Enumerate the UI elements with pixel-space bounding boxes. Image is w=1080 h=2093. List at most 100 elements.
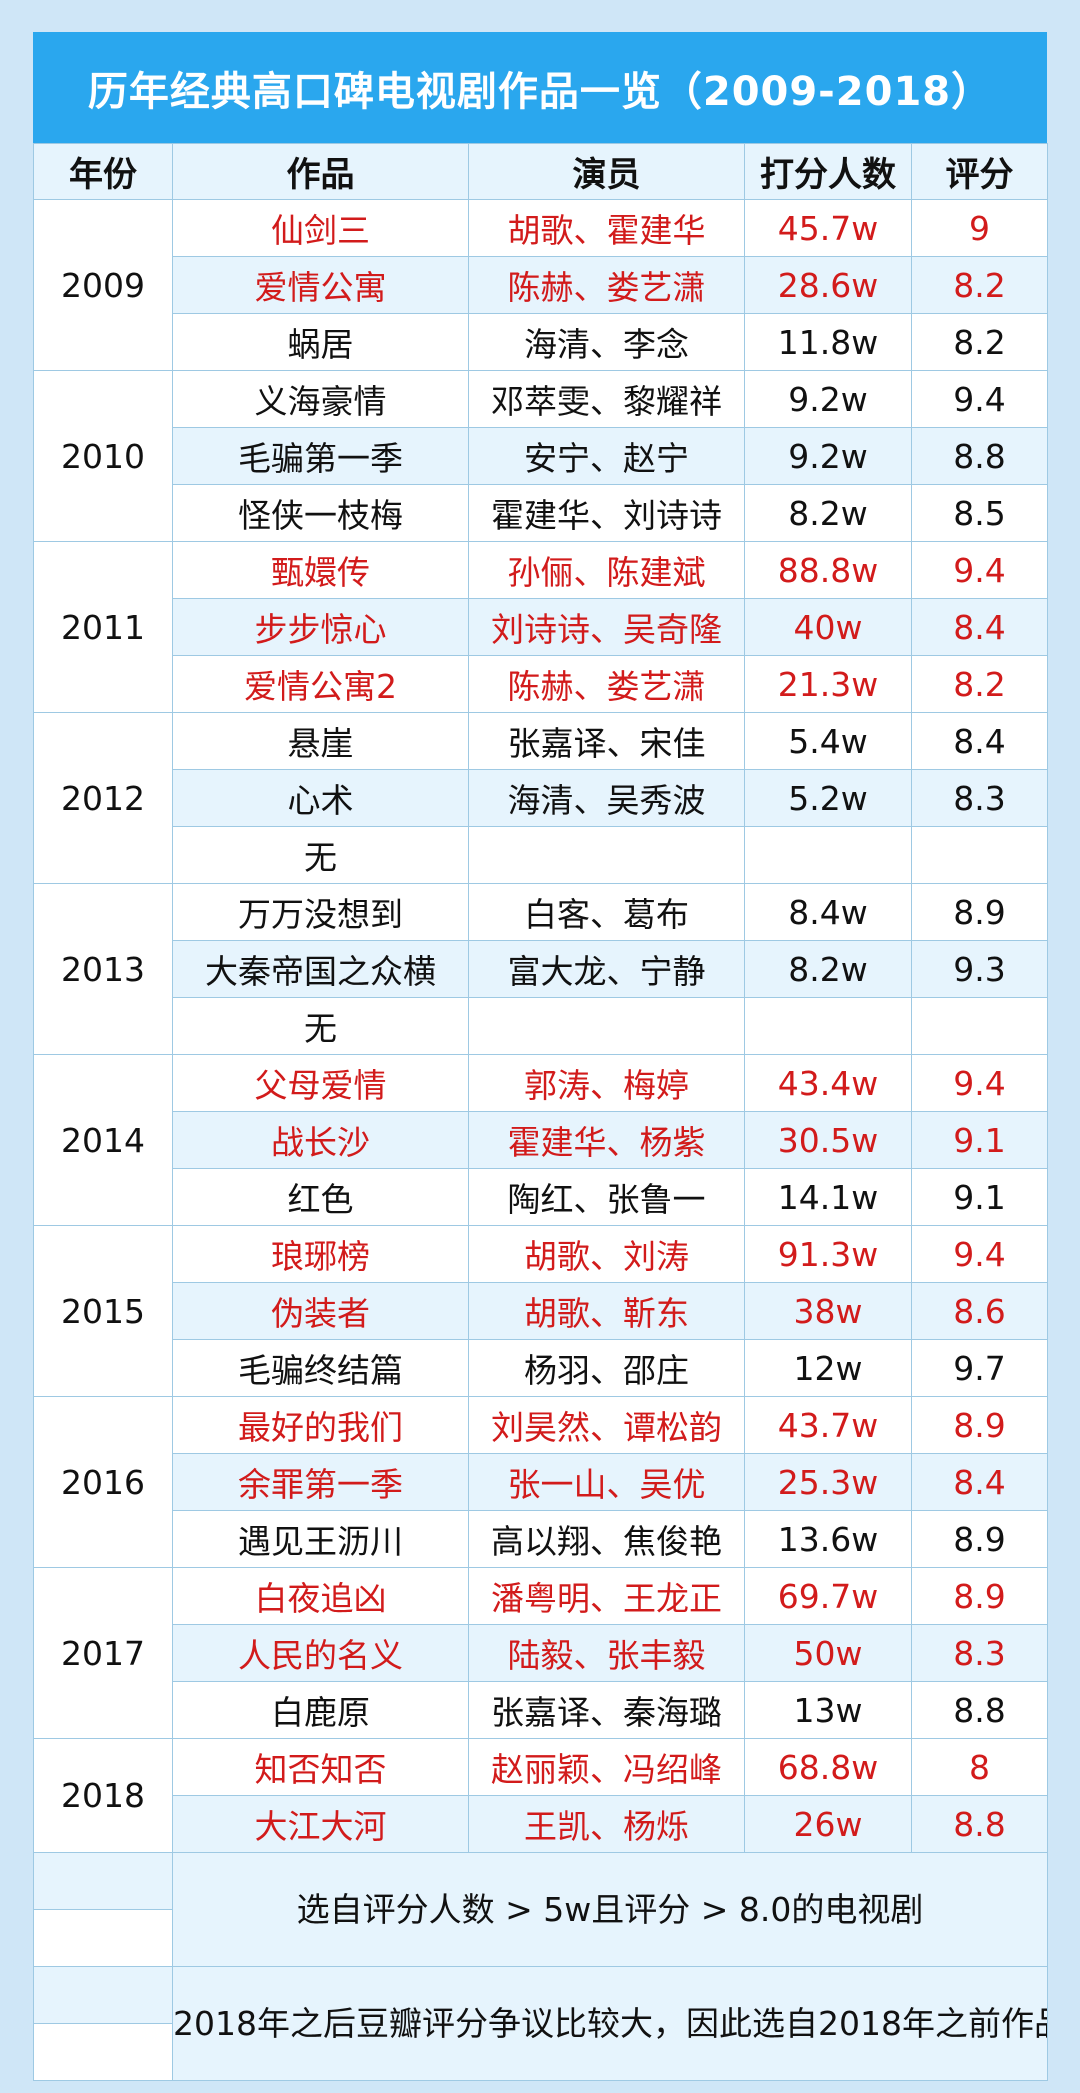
year-cell: 2009 [33, 199, 173, 371]
raters-cell: 9.2w [744, 370, 912, 428]
raters-cell: 43.4w [744, 1054, 912, 1112]
work-cell: 甄嬛传 [172, 541, 469, 599]
raters-cell: 38w [744, 1282, 912, 1340]
raters-cell: 9.2w [744, 427, 912, 485]
table-row: 白鹿原 张嘉译、秦海璐 13w 8.8 [34, 1681, 1048, 1739]
actors-cell: 潘粤明、王龙正 [468, 1567, 745, 1625]
actors-cell: 陈赫、娄艺潇 [468, 256, 745, 314]
work-cell: 怪侠一枝梅 [172, 484, 469, 542]
work-cell: 战长沙 [172, 1111, 469, 1169]
raters-cell: 50w [744, 1624, 912, 1682]
score-cell: 8.2 [911, 313, 1048, 371]
actors-cell: 霍建华、杨紫 [468, 1111, 745, 1169]
score-cell: 8.5 [911, 484, 1048, 542]
raters-cell: 5.4w [744, 712, 912, 770]
raters-cell: 40w [744, 598, 912, 656]
actors-cell: 张嘉译、秦海璐 [468, 1681, 745, 1739]
year-cell: 2014 [33, 1054, 173, 1226]
work-cell: 余罪第一季 [172, 1453, 469, 1511]
actors-cell: 安宁、赵宁 [468, 427, 745, 485]
note-spacer [33, 1909, 173, 1967]
work-cell: 蜗居 [172, 313, 469, 371]
work-cell: 爱情公寓2 [172, 655, 469, 713]
work-cell: 爱情公寓 [172, 256, 469, 314]
score-cell: 8.6 [911, 1282, 1048, 1340]
actors-cell: 孙俪、陈建斌 [468, 541, 745, 599]
table-row: 无 [34, 997, 1048, 1055]
raters-cell [744, 826, 912, 884]
table-row: 伪装者 胡歌、靳东 38w 8.6 [34, 1282, 1048, 1340]
score-cell: 8.2 [911, 256, 1048, 314]
work-cell: 悬崖 [172, 712, 469, 770]
year-cell: 2010 [33, 370, 173, 542]
raters-cell: 5.2w [744, 769, 912, 827]
work-cell: 心术 [172, 769, 469, 827]
table-row: 爱情公寓2 陈赫、娄艺潇 21.3w 8.2 [34, 655, 1048, 713]
note-spacer [33, 2023, 173, 2081]
raters-cell: 12w [744, 1339, 912, 1397]
score-cell: 8.8 [911, 1795, 1048, 1853]
work-cell: 伪装者 [172, 1282, 469, 1340]
work-cell: 琅琊榜 [172, 1225, 469, 1283]
table-title: 历年经典高口碑电视剧作品一览（2009-2018） [33, 32, 1047, 143]
year-cell: 2016 [33, 1396, 173, 1568]
work-cell: 步步惊心 [172, 598, 469, 656]
work-cell: 仙剑三 [172, 199, 469, 257]
work-cell: 毛骗第一季 [172, 427, 469, 485]
work-cell: 无 [172, 826, 469, 884]
table-row: 2009 仙剑三 胡歌、霍建华 45.7w 9 [33, 199, 1048, 371]
raters-cell: 8.4w [744, 883, 912, 941]
work-cell: 白鹿原 [172, 1681, 469, 1739]
work-cell: 无 [172, 997, 469, 1055]
actors-cell: 胡歌、刘涛 [468, 1225, 745, 1283]
table-row: 毛骗终结篇 杨羽、邵庄 12w 9.7 [34, 1339, 1048, 1397]
table-row: 无 [34, 826, 1048, 884]
table-row: 2015 琅琊榜 胡歌、刘涛 91.3w 9.4 [33, 1225, 1048, 1397]
actors-cell [468, 826, 745, 884]
work-cell: 最好的我们 [172, 1396, 469, 1454]
raters-cell [744, 997, 912, 1055]
table-row: 2010 义海豪情 邓萃雯、黎耀祥 9.2w 9.4 [33, 370, 1048, 542]
raters-cell: 26w [744, 1795, 912, 1853]
notes-body: 选自评分人数 > 5w且评分 > 8.0的电视剧 2018年之后豆瓣评分争议比较… [33, 1852, 1048, 2081]
actors-cell: 海清、李念 [468, 313, 745, 371]
table-row: 红色 陶红、张鲁一 14.1w 9.1 [34, 1168, 1048, 1226]
work-cell: 父母爱情 [172, 1054, 469, 1112]
raters-cell: 88.8w [744, 541, 912, 599]
actors-cell: 霍建华、刘诗诗 [468, 484, 745, 542]
actors-cell: 刘昊然、谭松韵 [468, 1396, 745, 1454]
actors-cell: 高以翔、焦俊艳 [468, 1510, 745, 1568]
note-reason: 2018年之后豆瓣评分争议比较大，因此选自2018年之前作品，更具真实性。 [172, 1966, 1048, 2081]
actors-cell: 王凯、杨烁 [468, 1795, 745, 1853]
actors-cell: 白客、葛布 [468, 883, 745, 941]
raters-cell: 13.6w [744, 1510, 912, 1568]
raters-cell: 21.3w [744, 655, 912, 713]
actors-cell: 杨羽、邵庄 [468, 1339, 745, 1397]
year-cell: 2015 [33, 1225, 173, 1397]
year-cell: 2011 [33, 541, 173, 713]
raters-cell: 68.8w [744, 1738, 912, 1796]
table-row: 2013 万万没想到 白客、葛布 8.4w 8.9 [33, 883, 1048, 1055]
raters-cell: 11.8w [744, 313, 912, 371]
table-row: 大江大河 王凯、杨烁 26w 8.8 [34, 1795, 1048, 1853]
year-cell: 2018 [33, 1738, 173, 1853]
header-row: 年份 作品 演员 打分人数 评分 [33, 143, 1048, 200]
score-cell: 8.4 [911, 1453, 1048, 1511]
score-cell: 8.3 [911, 1624, 1048, 1682]
table-row: 战长沙 霍建华、杨紫 30.5w 9.1 [34, 1111, 1048, 1169]
raters-cell: 45.7w [744, 199, 912, 257]
actors-cell: 张嘉译、宋佳 [468, 712, 745, 770]
table-row: 心术 海清、吴秀波 5.2w 8.3 [34, 769, 1048, 827]
year-cell: 2013 [33, 883, 173, 1055]
table-row: 爱情公寓 陈赫、娄艺潇 28.6w 8.2 [34, 256, 1048, 314]
score-cell: 8.2 [911, 655, 1048, 713]
table-row: 人民的名义 陆毅、张丰毅 50w 8.3 [34, 1624, 1048, 1682]
work-cell: 大秦帝国之众横 [172, 940, 469, 998]
score-cell: 8.9 [911, 1396, 1048, 1454]
table-row: 怪侠一枝梅 霍建华、刘诗诗 8.2w 8.5 [34, 484, 1048, 542]
score-cell: 8.4 [911, 712, 1048, 770]
score-cell: 9.4 [911, 1054, 1048, 1112]
drama-table: 年份 作品 演员 打分人数 评分 2009 仙剑三 胡歌、霍建华 45.7w 9 爱情公寓… [33, 143, 1048, 2081]
score-cell: 8.4 [911, 598, 1048, 656]
table-row: 2011 甄嬛传 孙俪、陈建斌 88.8w 9.4 [33, 541, 1048, 713]
